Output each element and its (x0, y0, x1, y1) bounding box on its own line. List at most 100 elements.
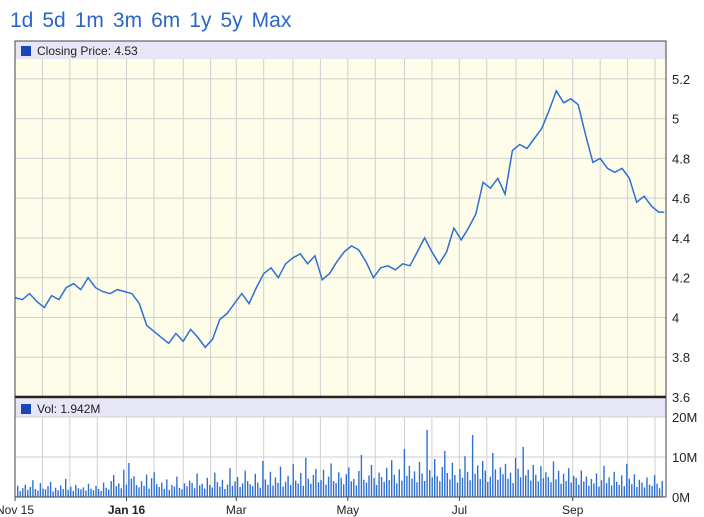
volume-bar (252, 486, 254, 497)
volume-bar (214, 472, 216, 497)
volume-bar (358, 471, 360, 497)
range-1y-button[interactable]: 1y (189, 9, 212, 32)
volume-bar (191, 483, 193, 497)
volume-bar (653, 475, 656, 497)
volume-bar (115, 486, 117, 497)
volume-bar (519, 477, 522, 497)
price-legend-band (15, 41, 666, 59)
volume-bar (454, 475, 456, 497)
volume-bar (24, 484, 26, 497)
volume-bar (429, 470, 431, 497)
volume-bar (350, 481, 352, 497)
volume-bar (497, 479, 499, 497)
volume-bar (168, 489, 170, 497)
price-legend-swatch (21, 46, 31, 56)
volume-bar (29, 487, 31, 497)
volume-bar (441, 467, 443, 497)
volume-bar (651, 485, 653, 497)
volume-bar (201, 483, 203, 497)
volume-bar (305, 457, 307, 497)
volume-bar (173, 486, 176, 497)
volume-bar (499, 467, 502, 497)
volume-bar (163, 489, 165, 497)
volume-bar (345, 474, 347, 497)
volume-bar (300, 473, 302, 497)
volume-bar (370, 465, 373, 497)
volume-bar (209, 485, 211, 497)
volume-bar (92, 490, 95, 497)
volume-bar (595, 473, 598, 497)
volume-bar (322, 469, 325, 497)
volume-bar (436, 476, 438, 497)
volume-bar (140, 481, 143, 497)
volume-bar (153, 472, 155, 497)
volume-bar (393, 474, 395, 497)
volume-bar (631, 484, 633, 497)
volume-bar (542, 478, 545, 497)
volume-bar (527, 469, 529, 497)
closing-price-line (14, 89, 665, 349)
volume-bar (302, 485, 304, 497)
volume-bar (166, 479, 168, 497)
volume-bar (95, 485, 97, 497)
volume-bar (264, 479, 267, 497)
volume-bar (530, 480, 532, 497)
price-y-tick-label: 4.6 (672, 191, 690, 206)
volume-bar (325, 484, 327, 497)
volume-bar (646, 477, 648, 497)
volume-bar (466, 471, 469, 497)
range-5y-button[interactable]: 5y (220, 9, 243, 32)
volume-bar (52, 491, 54, 497)
volume-bar (391, 460, 393, 497)
volume-bar (570, 482, 572, 497)
volume-bar (183, 483, 186, 497)
volume-bar (267, 484, 269, 497)
volume-bar (540, 466, 542, 497)
range-1m-button[interactable]: 1m (74, 9, 104, 32)
range-3m-button[interactable]: 3m (112, 9, 143, 32)
volume-bar (512, 483, 514, 497)
volume-bar (196, 473, 198, 497)
volume-bar (254, 473, 256, 497)
volume-bar (34, 489, 37, 497)
volume-bar (272, 485, 274, 497)
range-5d-button[interactable]: 5d (42, 9, 66, 32)
volume-bar (338, 472, 340, 497)
volume-y-tick-label: 20M (672, 410, 697, 425)
volume-bar (108, 489, 110, 497)
x-tick-label: Jan 16 (108, 503, 146, 517)
volume-bar (610, 485, 613, 497)
volume-bar (413, 471, 416, 497)
volume-bar (70, 486, 72, 497)
price-y-axis: 5.2 5 4.8 4.6 4.4 4.2 4 3.8 3.6 (672, 72, 690, 405)
volume-bar (363, 479, 365, 497)
volume-bar (555, 479, 557, 497)
volume-bar (75, 485, 77, 497)
volume-y-tick-label: 10M (672, 450, 697, 465)
volume-bar (444, 451, 446, 497)
volume-bar (330, 463, 332, 497)
range-1d-button[interactable]: 1d (10, 9, 34, 32)
volume-bar (77, 488, 80, 497)
price-y-tick-label: 4.2 (672, 271, 690, 286)
volume-bar (348, 467, 350, 497)
volume-bar (49, 481, 52, 497)
volume-bar (600, 480, 603, 497)
volume-bar (461, 477, 464, 497)
volume-bar (590, 479, 593, 497)
volume-bar (156, 484, 158, 497)
volume-bar (239, 487, 241, 497)
volume-bar (204, 488, 206, 497)
range-max-button[interactable]: Max (251, 9, 292, 32)
volume-bar (636, 487, 638, 497)
volume-bar (290, 485, 292, 497)
volume-bar (492, 453, 494, 497)
volume-bar (57, 490, 59, 497)
volume-bar (545, 472, 547, 497)
volume-bar (661, 481, 663, 497)
volume-bar (616, 481, 618, 497)
x-axis: Nov 15 Jan 16 Mar May Jul Sep (0, 497, 584, 517)
range-6m-button[interactable]: 6m (151, 9, 181, 32)
volume-bar (44, 489, 47, 497)
